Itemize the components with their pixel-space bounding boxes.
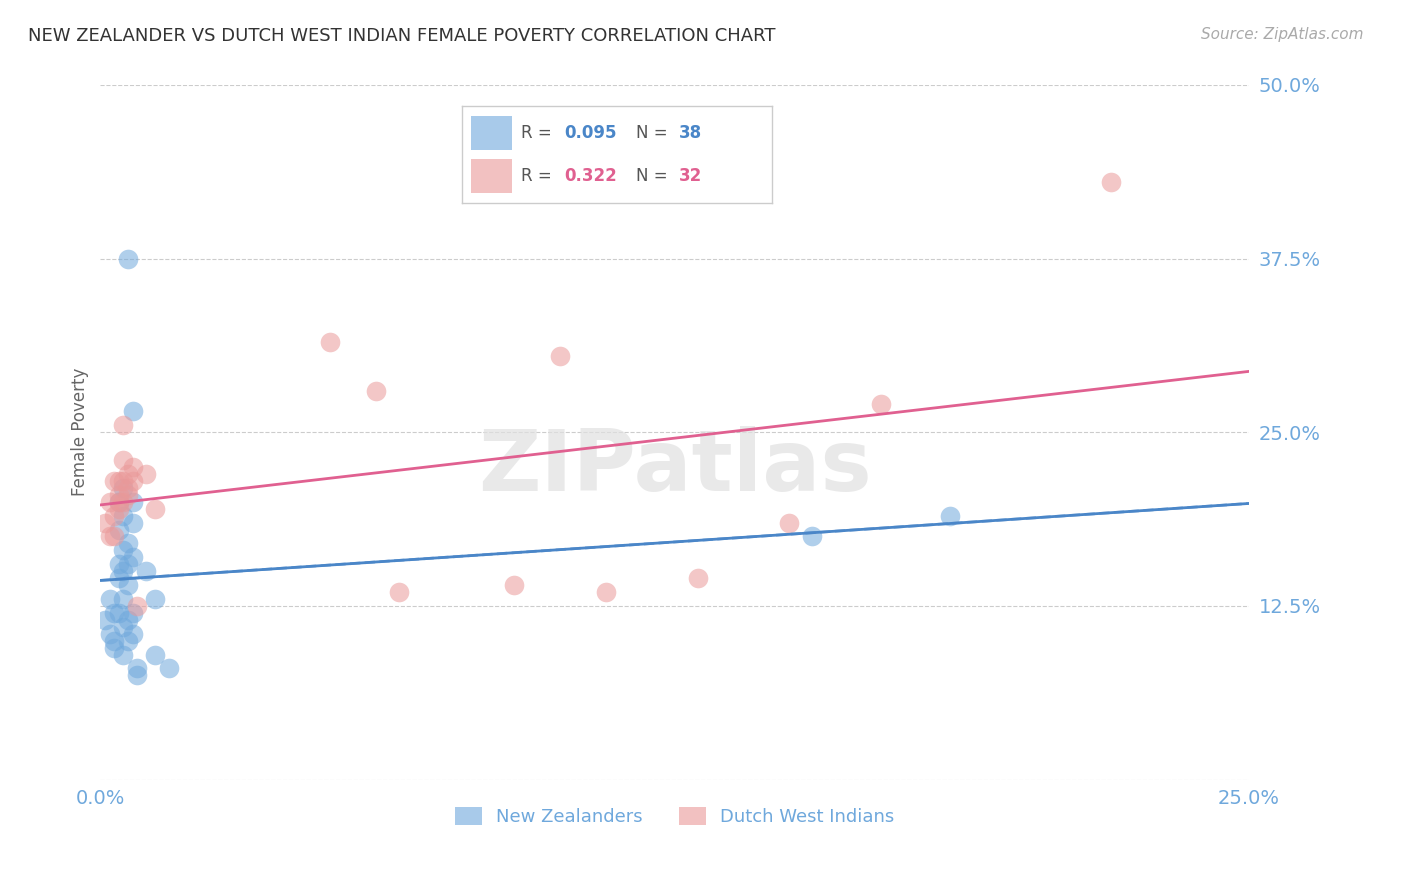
Point (98, 626, 121, 640)
Point (103, 633, 125, 648)
Point (121, 474, 143, 488)
Point (801, 529, 824, 543)
Point (121, 494, 143, 508)
Point (117, 536, 139, 550)
Point (94, 613, 117, 627)
Point (103, 474, 125, 488)
Point (127, 661, 149, 675)
Legend: New Zealanders, Dutch West Indians: New Zealanders, Dutch West Indians (447, 799, 901, 833)
Point (98, 592, 121, 607)
Point (98, 494, 121, 508)
Point (121, 460, 143, 475)
Text: Source: ZipAtlas.com: Source: ZipAtlas.com (1201, 27, 1364, 42)
Point (112, 481, 135, 495)
Point (157, 661, 180, 675)
Point (1099, 175, 1122, 189)
Point (107, 501, 129, 516)
Point (778, 516, 800, 530)
Point (107, 571, 129, 585)
Point (121, 606, 143, 620)
Point (870, 397, 893, 411)
Point (121, 404, 143, 418)
Point (117, 613, 139, 627)
Point (117, 558, 139, 572)
Point (117, 488, 139, 502)
Point (364, 384, 387, 398)
Point (112, 592, 135, 607)
Point (107, 494, 129, 508)
Point (502, 578, 524, 592)
Point (112, 543, 135, 558)
Text: NEW ZEALANDER VS DUTCH WEST INDIAN FEMALE POVERTY CORRELATION CHART: NEW ZEALANDER VS DUTCH WEST INDIAN FEMAL… (28, 27, 776, 45)
Point (112, 648, 135, 662)
Point (112, 494, 135, 508)
Point (112, 418, 135, 433)
Point (103, 529, 125, 543)
Point (103, 508, 125, 523)
Point (107, 474, 129, 488)
Point (112, 564, 135, 578)
Point (145, 648, 167, 662)
Point (127, 668, 149, 682)
Point (107, 494, 129, 508)
Point (117, 633, 139, 648)
Point (135, 564, 157, 578)
Point (117, 467, 139, 481)
Point (117, 578, 139, 592)
Point (686, 571, 709, 585)
Point (319, 334, 342, 349)
Point (939, 508, 962, 523)
Point (135, 467, 157, 481)
Text: ZIPatlas: ZIPatlas (478, 425, 872, 508)
Point (117, 481, 139, 495)
Point (117, 252, 139, 266)
Point (548, 349, 571, 363)
Point (145, 592, 167, 607)
Point (388, 585, 411, 599)
Point (121, 550, 143, 565)
Point (121, 626, 143, 640)
Point (107, 488, 129, 502)
Point (112, 474, 135, 488)
Point (98, 529, 121, 543)
Point (103, 606, 125, 620)
Y-axis label: Female Poverty: Female Poverty (72, 368, 89, 497)
Point (103, 640, 125, 655)
Point (145, 501, 167, 516)
Point (121, 516, 143, 530)
Point (107, 558, 129, 572)
Point (595, 585, 617, 599)
Point (112, 453, 135, 467)
Point (112, 620, 135, 634)
Point (127, 599, 149, 613)
Point (107, 523, 129, 537)
Point (94, 516, 117, 530)
Point (112, 508, 135, 523)
Point (107, 606, 129, 620)
